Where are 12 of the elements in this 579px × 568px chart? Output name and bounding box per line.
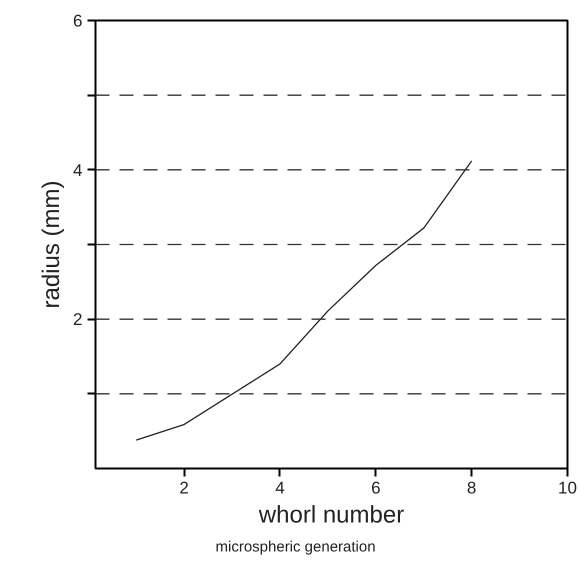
x-tick-label: 8 — [466, 478, 476, 498]
x-tick-label: 4 — [275, 478, 285, 498]
y-tick-label: 2 — [73, 310, 83, 330]
text: microspheric generation — [216, 538, 376, 556]
x-axis-title: whorl number — [258, 502, 404, 528]
y-tick-label: 6 — [73, 12, 83, 30]
x-tick-label: 2 — [179, 478, 189, 498]
x-tick-label: 6 — [371, 478, 381, 498]
y-tick-label: 4 — [73, 160, 83, 180]
y-axis-title: radius (mm) — [38, 180, 66, 308]
line-series — [136, 160, 472, 441]
x-tick-label: 10 — [558, 478, 577, 498]
